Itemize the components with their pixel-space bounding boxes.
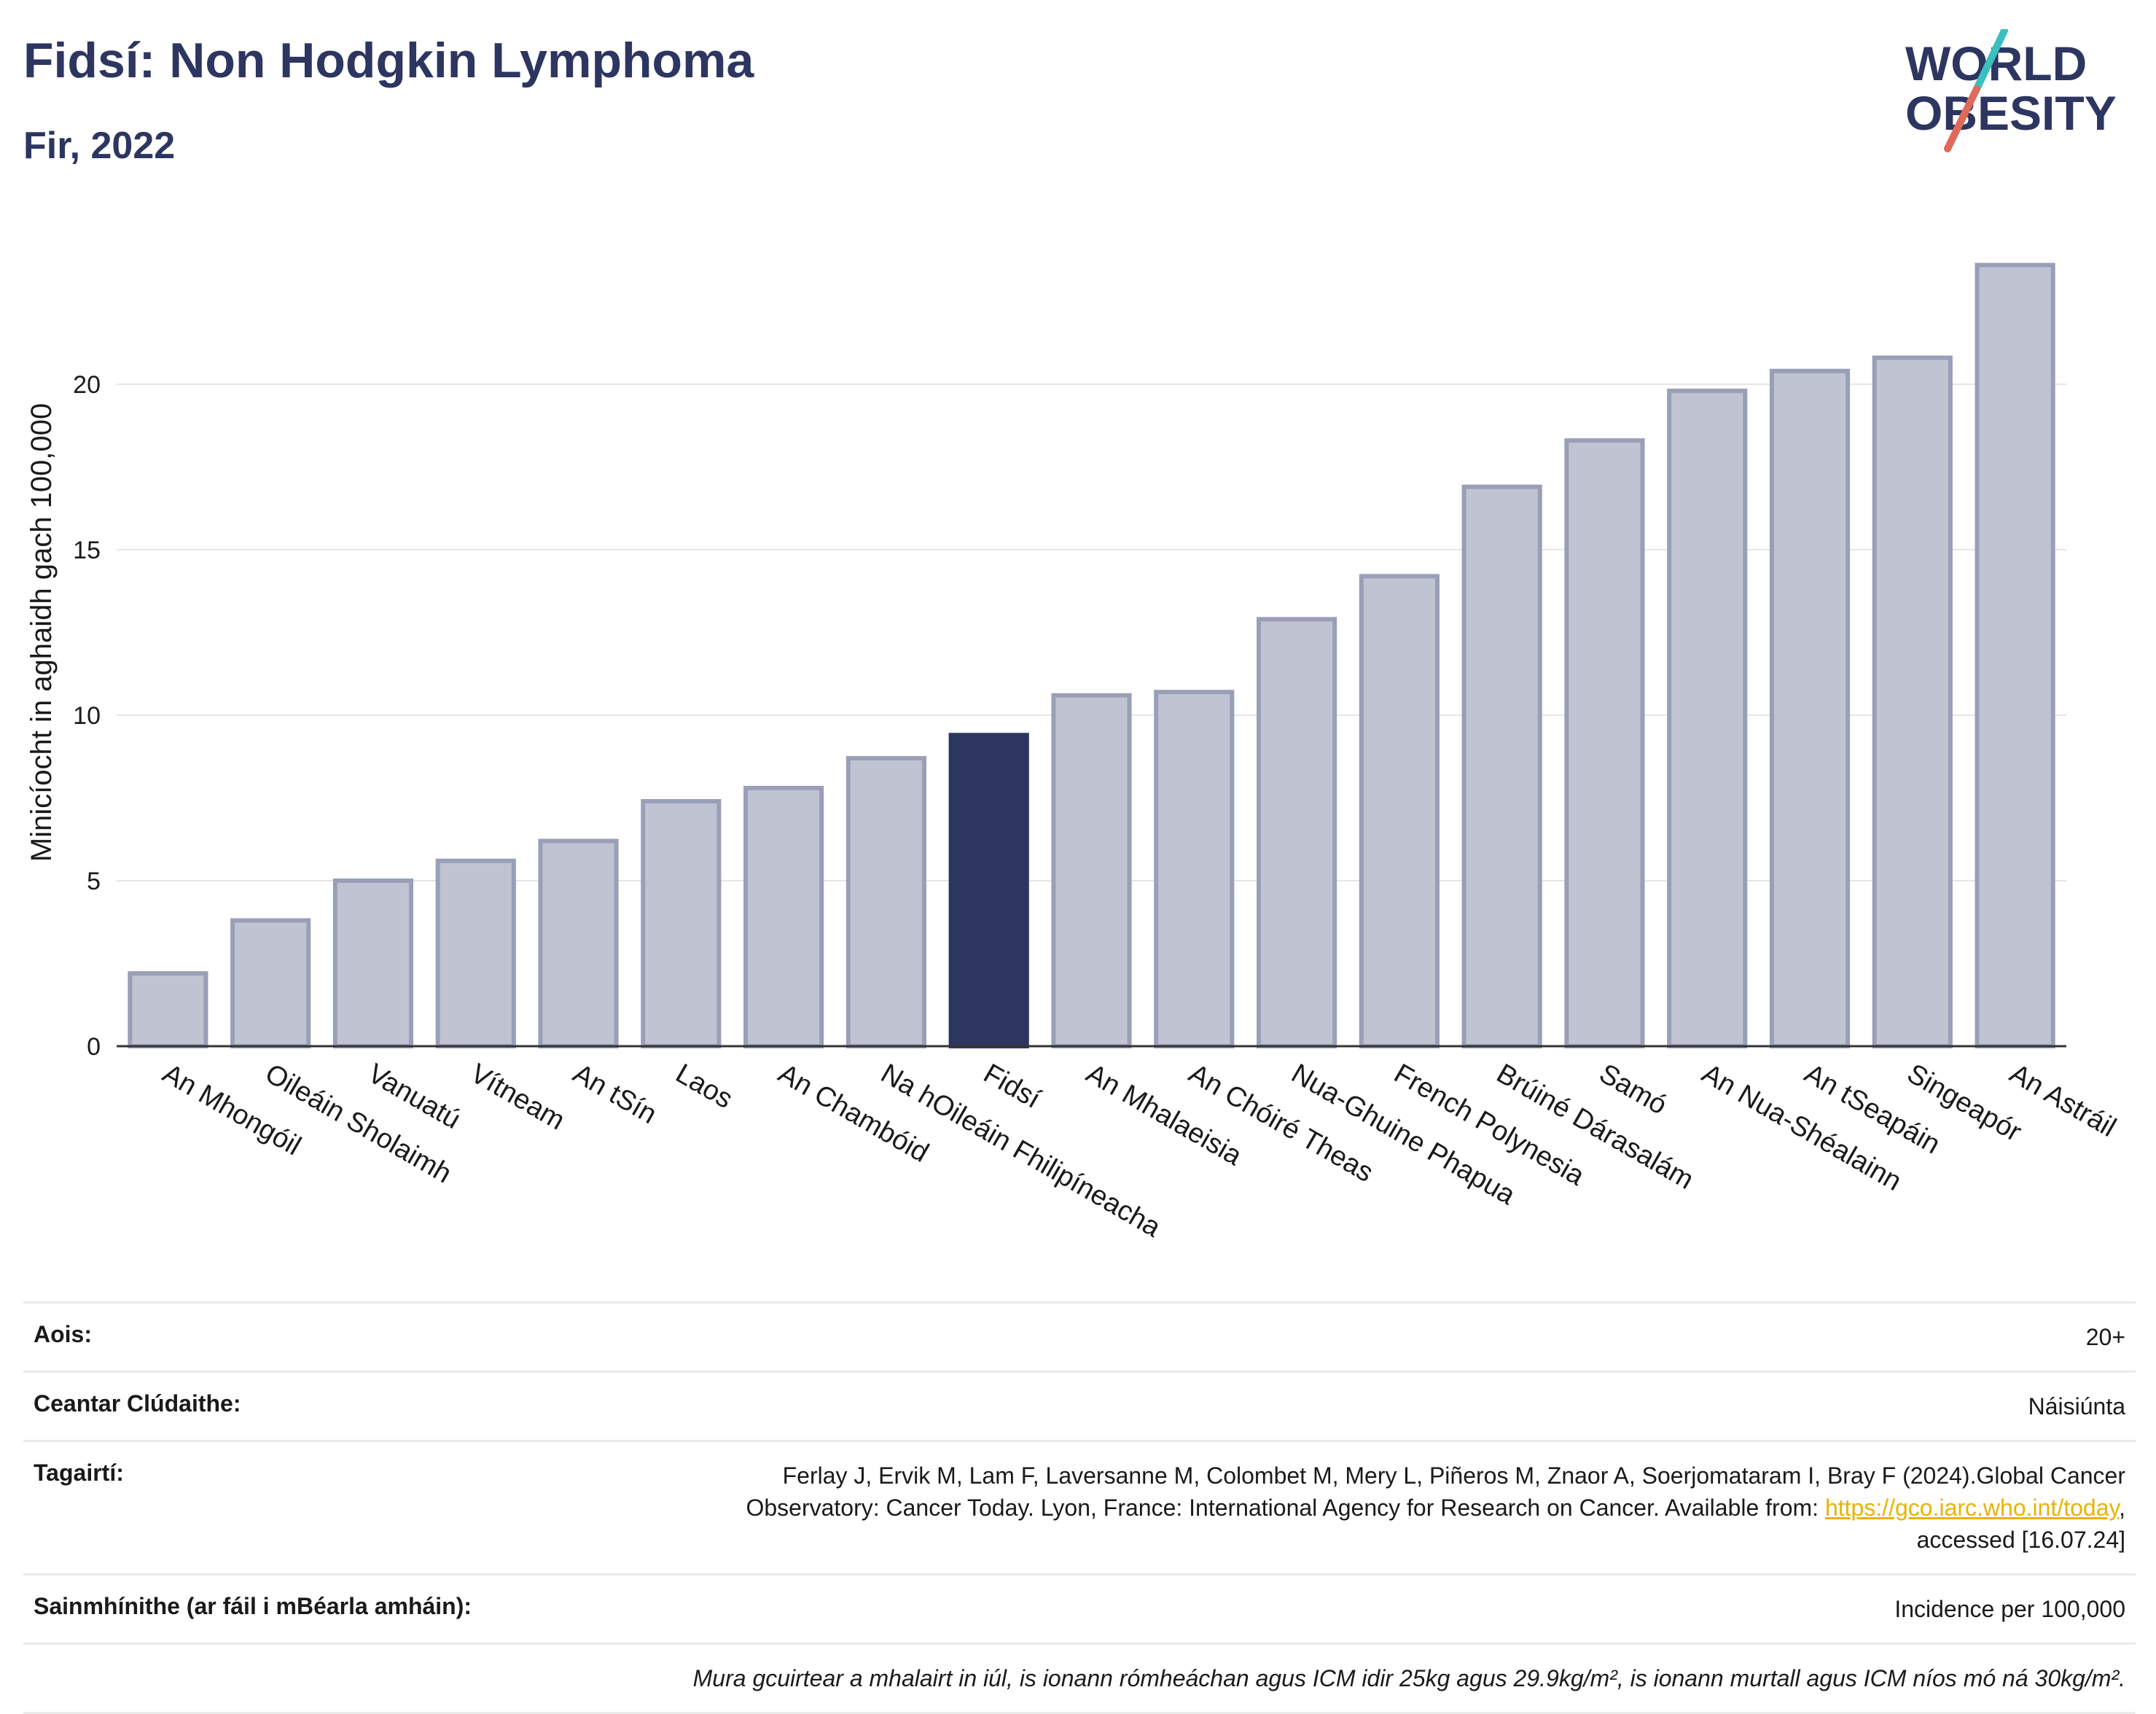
reference-link[interactable]: https://gco.iarc.who.int/today (1824, 1495, 2120, 1521)
definitions-value: Incidence per 100,000 (1894, 1596, 2125, 1622)
x-tick-label: An Chóiré Theas (1184, 1058, 1378, 1188)
bar (948, 733, 1029, 1048)
info-row-note: Mura gcuirtear a mhalairt in iúl, is ion… (23, 1643, 2136, 1714)
x-tick-label: Laos (671, 1058, 738, 1115)
bar (1051, 693, 1132, 1048)
y-tick-label: 0 (87, 1033, 101, 1061)
reference-text-4: accessed [16.07.24] (1916, 1527, 2125, 1553)
y-tick-label: 15 (73, 537, 101, 564)
area-label: Ceantar Clúdaithe: (34, 1390, 241, 1417)
definitions-label: Sainmhínithe (ar fáil i mBéarla amháin): (34, 1593, 472, 1619)
reference-text-1: Ferlay J, Ervik M, Lam F, Laversanne M, … (782, 1462, 2125, 1489)
bar (1975, 262, 2055, 1048)
bar (641, 799, 722, 1048)
bar (230, 918, 311, 1048)
bar (743, 785, 824, 1048)
area-value: Náisiúnta (2028, 1393, 2125, 1419)
bar-chart: 0 5 10 15 20 Minicíocht in aghaidh gach 100,0… (26, 262, 2121, 1244)
logo-text-obesity: OBESITY (1905, 86, 2117, 140)
info-row-definitions: Sainmhínithe (ar fáil i mBéarla amháin):… (23, 1573, 2136, 1643)
bar (1769, 368, 1851, 1048)
bar (1564, 438, 1645, 1048)
bar (538, 838, 619, 1049)
y-tick-label: 10 (73, 702, 101, 730)
page-title: Fidsí: Non Hodgkin Lymphoma (23, 33, 754, 88)
x-tick-label: Vítneam (465, 1058, 570, 1136)
bar (1461, 484, 1542, 1048)
bar (332, 879, 414, 1048)
x-tick-label: Oileáin Sholaimh (260, 1058, 457, 1189)
logo-slash-red (1944, 85, 1980, 152)
logo-slash-teal (1973, 29, 2008, 93)
y-tick-label: 20 (73, 371, 101, 399)
page-subtitle: Fir, 2022 (23, 125, 176, 167)
info-row-references: Tagairtí: Ferlay J, Ervik M, Lam F, Lave… (23, 1440, 2136, 1573)
references-label: Tagairtí: (34, 1460, 124, 1486)
y-axis-label: Minicíocht in aghaidh gach 100,000 (26, 403, 58, 862)
info-row-area: Ceantar Clúdaithe: Náisiúnta (23, 1371, 2136, 1440)
world-obesity-logo: WORLD OBESITY (1905, 29, 2117, 152)
footnote: Mura gcuirtear a mhalairt in iúl, is ion… (692, 1665, 2125, 1691)
bar (128, 971, 208, 1048)
x-tick-label: Fidsí (978, 1058, 1046, 1115)
x-tick-label: An Astráil (2004, 1058, 2121, 1143)
age-label: Aois: (34, 1321, 92, 1347)
info-row-age: Aois: 20+ (23, 1301, 2136, 1371)
x-tick-label: Samó (1594, 1058, 1672, 1121)
age-value: 20+ (2085, 1324, 2125, 1350)
info-table: Aois: 20+ Ceantar Clúdaithe: Náisiúnta T… (23, 1301, 2136, 1714)
bar (1667, 389, 1748, 1048)
bar (1256, 617, 1337, 1048)
reference-text-2: Observatory: Cancer Today. Lyon, France:… (746, 1495, 1825, 1521)
references-value: Ferlay J, Ervik M, Lam F, Laversanne M, … (746, 1460, 2125, 1556)
bar (435, 858, 516, 1049)
bar (845, 756, 927, 1049)
bar (1872, 355, 1953, 1048)
bar (1359, 574, 1440, 1048)
reference-text-3: , (2119, 1495, 2125, 1521)
y-tick-label: 5 (87, 868, 101, 895)
x-tick-label: An tSín (568, 1058, 662, 1130)
bar (1154, 690, 1235, 1048)
